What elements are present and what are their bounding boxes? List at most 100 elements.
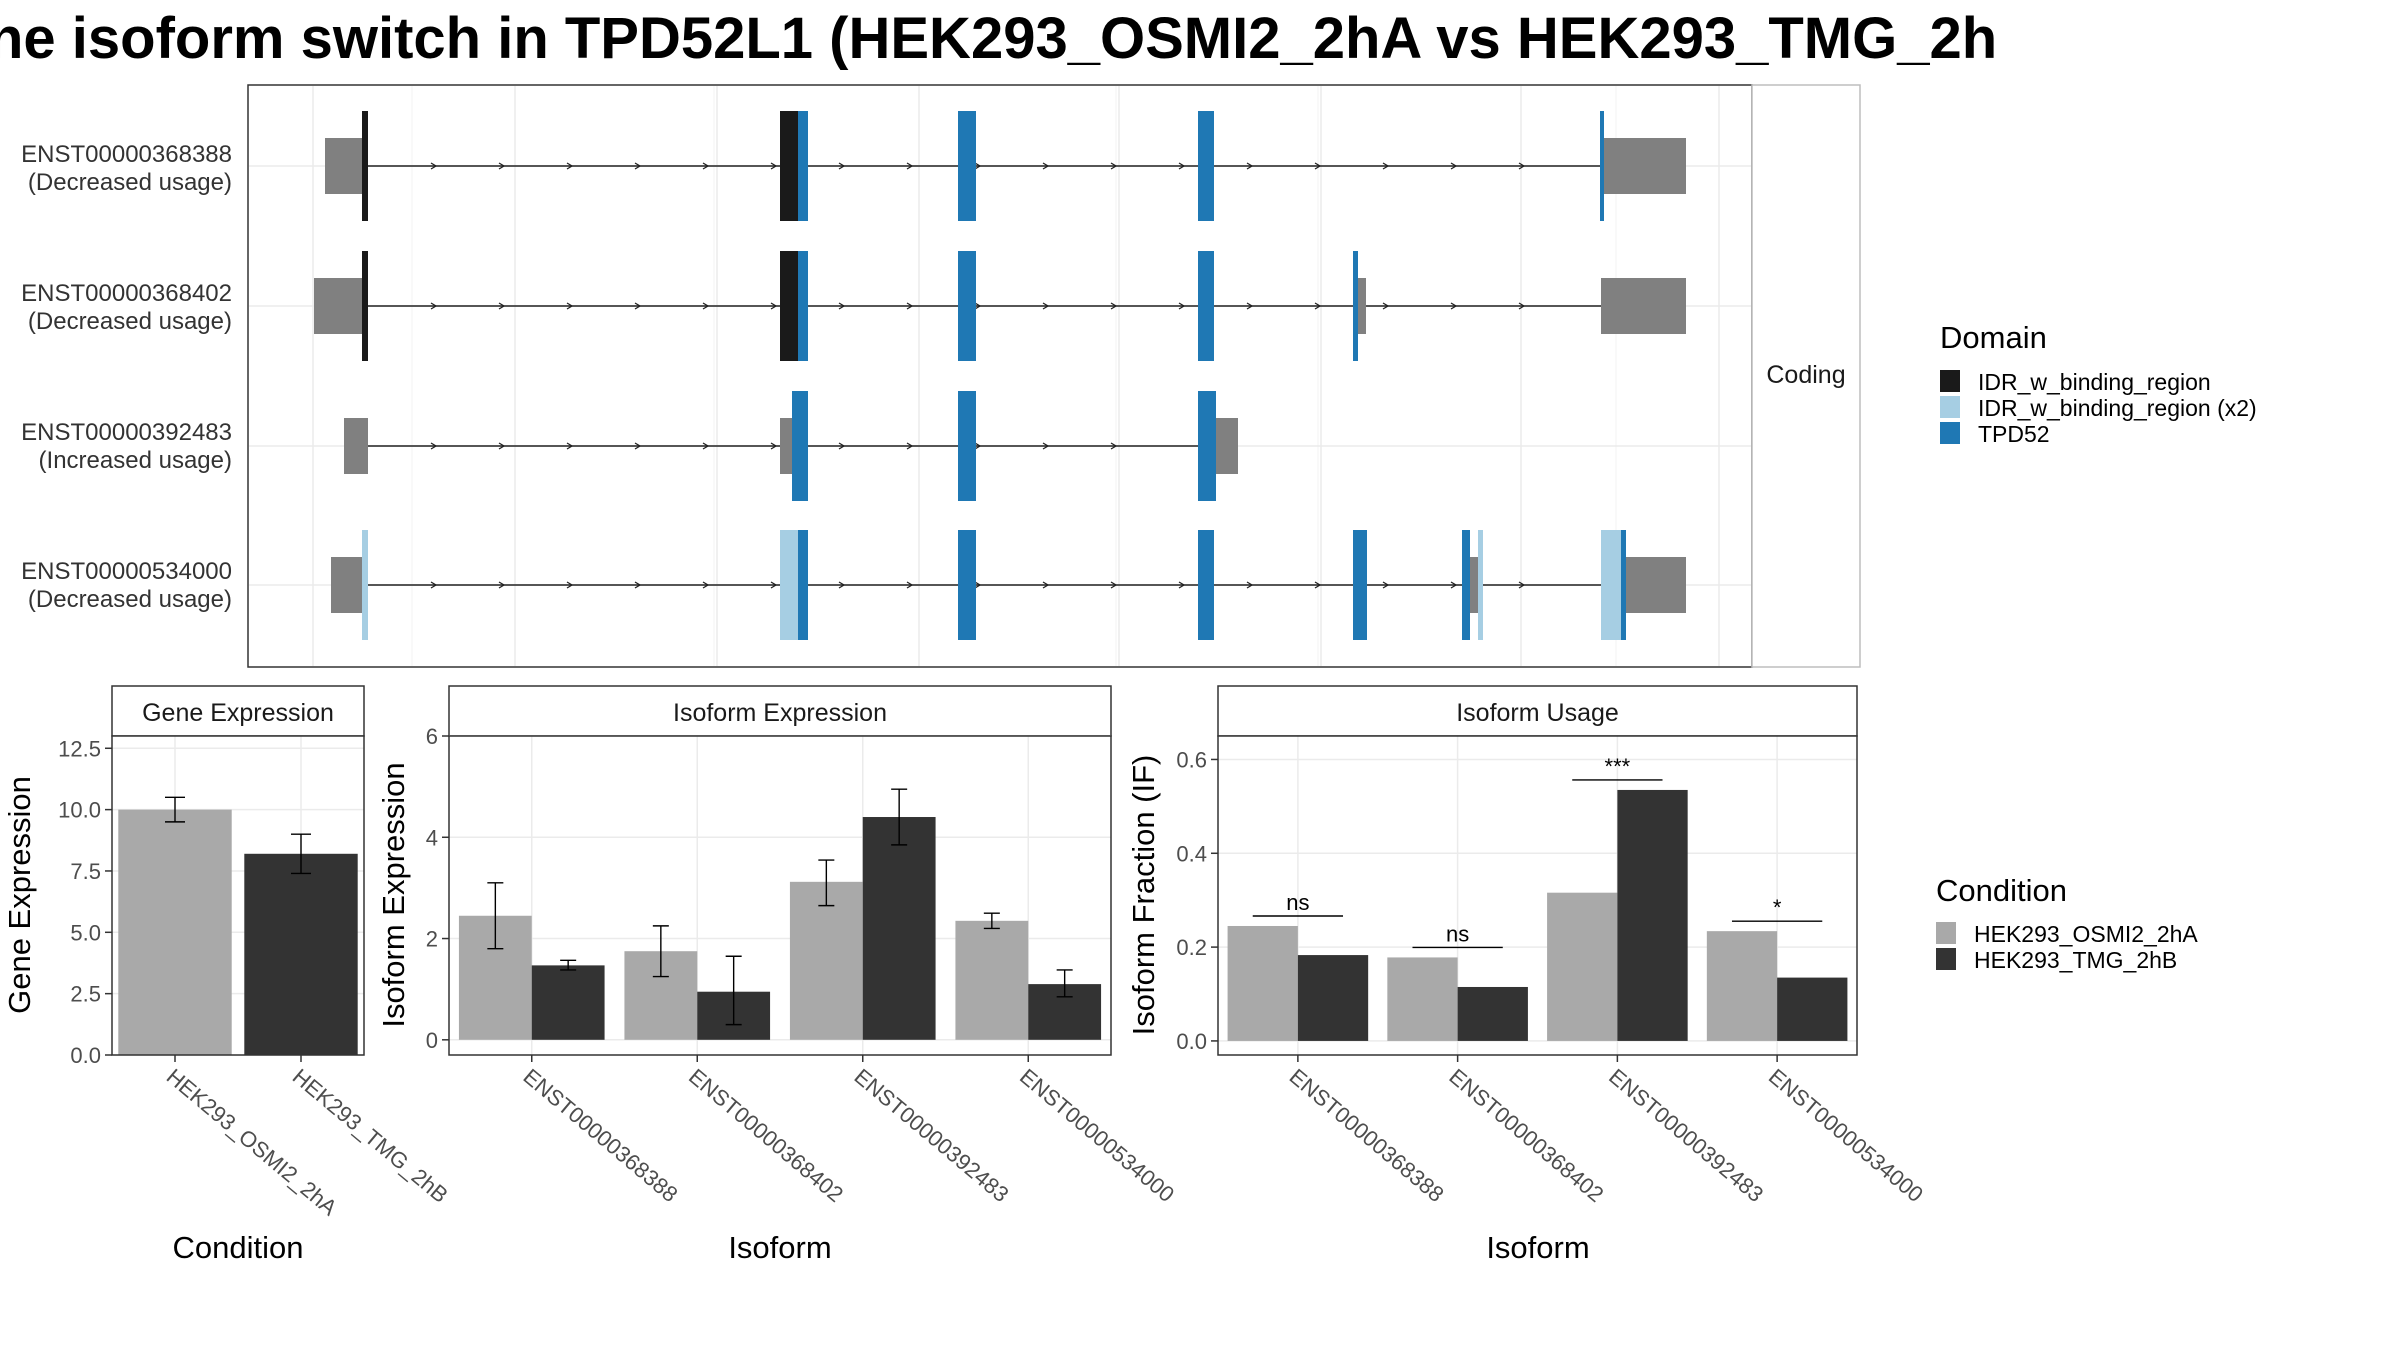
utr-exon-block xyxy=(780,418,792,474)
bar-tmg xyxy=(1297,955,1369,1041)
intron-direction-arrow xyxy=(566,302,574,310)
x-tick-label: ENST00000392483 xyxy=(850,1064,1014,1207)
coding-exon-block xyxy=(1198,530,1214,640)
intron-direction-arrow xyxy=(906,442,914,450)
intron-direction-arrow xyxy=(1314,302,1322,310)
intron-direction-arrow xyxy=(1518,581,1526,589)
y-tick-label: 2 xyxy=(426,927,438,952)
intron-direction-arrow xyxy=(566,442,574,450)
intron-direction-arrow xyxy=(1042,581,1050,589)
gene-expression-border xyxy=(111,735,365,1056)
coding-exon-block xyxy=(1353,251,1358,361)
transcript-labels: ENST00000368388 (Decreased usage) ENST00… xyxy=(21,141,232,613)
condition-legend-swatch-tmg xyxy=(1936,948,1956,970)
intron-direction-arrow xyxy=(1518,162,1526,170)
utr-exon-block xyxy=(325,138,365,194)
intron-direction-arrow xyxy=(634,581,642,589)
bar-tmg xyxy=(1457,986,1528,1041)
isoform-usage-y-axis-title: Isoform Fraction (IF) xyxy=(1126,755,1161,1036)
intron-direction-arrow xyxy=(430,302,438,310)
coding-exon-block xyxy=(362,111,368,221)
intron-direction-arrow xyxy=(634,442,642,450)
intron-direction-arrow xyxy=(702,442,710,450)
transcript-label-2-id: ENST00000368402 xyxy=(21,280,232,307)
isoform-expression-x-axis-title: Isoform xyxy=(728,1230,831,1265)
structure-transcript-rows xyxy=(314,111,1686,640)
intron-direction-arrow xyxy=(702,162,710,170)
condition-legend-swatch-osmi2 xyxy=(1936,922,1956,944)
gene-expression-panel: Gene Expression0.02.55.07.510.012.5HEK29… xyxy=(2,685,453,1265)
intron-direction-arrow xyxy=(430,162,438,170)
bar-osmi2 xyxy=(118,809,232,1055)
significance-label: * xyxy=(1773,895,1782,920)
coding-exon-block xyxy=(362,251,368,361)
y-tick-label: 12.5 xyxy=(58,736,101,761)
intron-direction-arrow xyxy=(1110,162,1118,170)
intron-direction-arrow xyxy=(1042,442,1050,450)
condition-legend: Condition HEK293_OSMI2_2hA HEK293_TMG_2h… xyxy=(1936,873,2198,973)
bar-tmg xyxy=(531,965,605,1040)
significance-label: ns xyxy=(1446,921,1469,946)
intron-direction-arrow xyxy=(1450,302,1458,310)
intron-direction-arrow xyxy=(1110,442,1118,450)
transcript-label-1-id: ENST00000368388 xyxy=(21,141,232,168)
condition-legend-label-osmi2: HEK293_OSMI2_2hA xyxy=(1974,921,2198,947)
coding-exon-block xyxy=(798,530,808,640)
domain-legend-swatch-tpd52 xyxy=(1940,422,1960,444)
utr-exon-block xyxy=(344,418,368,474)
x-tick-label: ENST00000368388 xyxy=(1285,1064,1449,1207)
intron-direction-arrow xyxy=(1382,581,1390,589)
coding-exon-block xyxy=(362,530,368,640)
coding-exon-block xyxy=(780,251,798,361)
intron-direction-arrow xyxy=(906,162,914,170)
condition-legend-label-tmg: HEK293_TMG_2hB xyxy=(1974,947,2177,973)
significance-label: ns xyxy=(1286,890,1309,915)
intron-direction-arrow xyxy=(1110,581,1118,589)
bar-tmg xyxy=(1777,977,1848,1041)
coding-exon-block xyxy=(780,111,798,221)
domain-legend-swatch-idr-x2 xyxy=(1940,396,1960,418)
coding-exon-block xyxy=(1462,530,1470,640)
utr-exon-block xyxy=(1604,138,1686,194)
structure-panel-border xyxy=(247,84,1753,668)
intron-direction-arrow xyxy=(838,302,846,310)
intron-direction-arrow xyxy=(1110,302,1118,310)
utr-exon-block xyxy=(1358,278,1366,334)
coding-exon-block xyxy=(780,530,798,640)
intron-direction-arrow xyxy=(566,581,574,589)
isoform-expression-y-axis-title: Isoform Expression xyxy=(376,762,411,1027)
y-tick-label: 0.0 xyxy=(1176,1029,1207,1054)
intron-direction-arrow xyxy=(1450,581,1458,589)
x-tick-label: ENST00000392483 xyxy=(1604,1064,1768,1207)
isoform-usage-border xyxy=(1217,735,1858,1056)
coding-exon-block xyxy=(1198,251,1214,361)
gene-expression-strip-title: Gene Expression xyxy=(142,699,334,727)
x-tick-label: ENST00000368388 xyxy=(519,1064,683,1207)
intron-direction-arrow xyxy=(1314,162,1322,170)
coding-exon-block xyxy=(1198,111,1214,221)
intron-direction-arrow xyxy=(430,581,438,589)
figure-title: ne isoform switch in TPD52L1 (HEK293_OSM… xyxy=(0,6,1997,71)
gene-expression-x-axis-title: Condition xyxy=(173,1230,304,1265)
transcript-label-4-id: ENST00000534000 xyxy=(21,558,232,585)
y-tick-label: 0.0 xyxy=(70,1043,101,1068)
intron-direction-arrow xyxy=(1314,581,1322,589)
y-tick-label: 5.0 xyxy=(70,920,101,945)
domain-legend-swatch-idr xyxy=(1940,370,1960,392)
domain-legend: Domain IDR_w_binding_region IDR_w_bindin… xyxy=(1940,320,2257,447)
isoform-usage-panel: Isoform Usage0.00.20.40.6nsns****ENST000… xyxy=(1126,685,1928,1265)
utr-exon-block xyxy=(1626,557,1686,613)
intron-direction-arrow xyxy=(1042,302,1050,310)
domain-legend-label-tpd52: TPD52 xyxy=(1978,421,2050,447)
gene-expression-y-axis-title: Gene Expression xyxy=(2,776,37,1014)
intron-direction-arrow xyxy=(1246,162,1254,170)
x-tick-label: ENST00000368402 xyxy=(1444,1064,1608,1207)
coding-exon-block xyxy=(798,111,808,221)
intron-direction-arrow xyxy=(1178,162,1186,170)
intron-direction-arrow xyxy=(634,302,642,310)
transcript-row-3 xyxy=(344,391,1238,501)
coding-exon-block xyxy=(958,251,976,361)
x-tick-label: ENST00000368402 xyxy=(684,1064,848,1207)
